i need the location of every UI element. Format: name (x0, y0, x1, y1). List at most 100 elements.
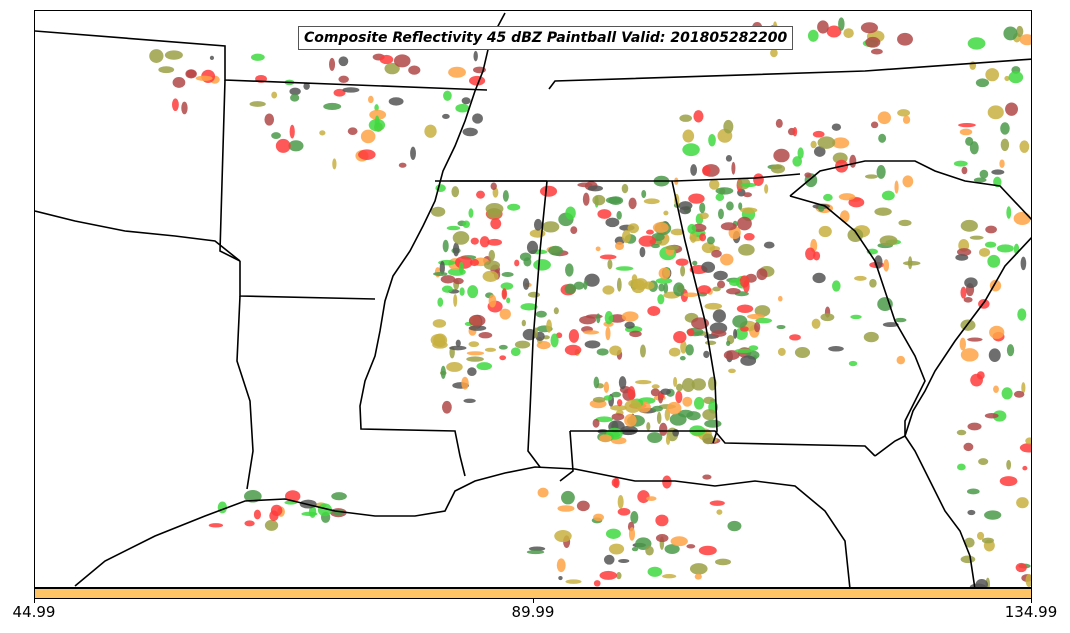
reflectivity-blob (646, 422, 651, 431)
reflectivity-blob (628, 279, 645, 288)
reflectivity-blob (629, 330, 642, 338)
reflectivity-blob (458, 261, 464, 275)
reflectivity-blob (514, 340, 531, 349)
reflectivity-blob (506, 297, 511, 304)
border-fl-panhandle (559, 430, 574, 482)
reflectivity-blob (818, 225, 832, 238)
reflectivity-blob (443, 90, 452, 101)
reflectivity-blob (860, 22, 878, 34)
reflectivity-blob (726, 340, 731, 346)
border-ar-la (239, 261, 376, 300)
florida-east-coast (904, 435, 976, 587)
reflectivity-blob (599, 434, 612, 443)
reflectivity-blob (499, 308, 511, 320)
reflectivity-blob (697, 285, 712, 295)
reflectivity-blob (1016, 497, 1029, 509)
reflectivity-blob (250, 53, 265, 61)
reflectivity-blob (663, 282, 669, 294)
reflectivity-blob (727, 520, 742, 532)
reflectivity-blob (692, 260, 698, 266)
reflectivity-blob (609, 345, 622, 356)
reflectivity-blob (603, 554, 615, 565)
reflectivity-blob (985, 225, 997, 234)
reflectivity-blob (514, 259, 520, 267)
reflectivity-blob (702, 474, 712, 480)
reflectivity-blob (628, 197, 637, 210)
reflectivity-blob (876, 165, 886, 179)
reflectivity-blob (686, 544, 696, 549)
reflectivity-blob (966, 488, 980, 495)
reflectivity-blob (711, 249, 722, 258)
reflectivity-blob (393, 54, 411, 68)
reflectivity-blob (557, 505, 575, 512)
reflectivity-blob (537, 487, 549, 498)
reflectivity-blob (621, 311, 639, 322)
reflectivity-blob (331, 492, 347, 501)
reflectivity-blob (611, 391, 622, 398)
reflectivity-blob (977, 531, 985, 541)
reflectivity-blob (871, 48, 883, 55)
reflectivity-blob (848, 360, 858, 367)
reflectivity-blob (959, 337, 966, 351)
reflectivity-blob (698, 545, 717, 556)
reflectivity-blob (702, 433, 714, 445)
reflectivity-blob (728, 278, 741, 287)
reflectivity-blob (655, 514, 669, 527)
reflectivity-blob (961, 166, 968, 175)
reflectivity-blob (368, 118, 386, 132)
colorbar-tick-label-min: 44.99 (12, 603, 56, 621)
reflectivity-blob (869, 278, 877, 288)
reflectivity-blob (975, 78, 990, 88)
reflectivity-blob (439, 261, 445, 275)
reflectivity-blob (970, 373, 983, 387)
reflectivity-blob (452, 231, 470, 245)
reflectivity-blob (712, 286, 721, 292)
reflectivity-blob (498, 344, 508, 350)
reflectivity-blob (433, 271, 448, 277)
reflectivity-blob (675, 258, 689, 266)
reflectivity-blob (440, 365, 446, 379)
reflectivity-blob (1019, 34, 1031, 46)
reflectivity-blob (446, 362, 463, 372)
reflectivity-blob (1021, 382, 1026, 394)
reflectivity-blob (466, 351, 485, 356)
reflectivity-blob (455, 103, 470, 113)
reflectivity-blob (476, 190, 485, 199)
reflectivity-blob (673, 331, 687, 344)
reflectivity-blob (811, 318, 821, 329)
reflectivity-blob (743, 233, 755, 241)
reflectivity-blob (863, 331, 879, 343)
reflectivity-blob (777, 295, 783, 302)
reflectivity-blob (817, 20, 829, 34)
reflectivity-blob (442, 113, 450, 119)
reflectivity-blob (490, 182, 497, 191)
reflectivity-blob (655, 534, 669, 543)
reflectivity-blob (548, 245, 563, 256)
reflectivity-blob (593, 376, 600, 389)
map-panel: Composite Reflectivity 45 dBZ Paintball … (34, 10, 1032, 588)
reflectivity-blob (453, 277, 464, 285)
reflectivity-blob (832, 137, 850, 149)
atlantic-coast (904, 236, 1031, 437)
reflectivity-blob (638, 235, 657, 247)
reflectivity-blob (379, 54, 394, 65)
reflectivity-blob (467, 367, 477, 377)
reflectivity-blob (1015, 562, 1027, 573)
reflectivity-blob (770, 48, 778, 58)
reflectivity-blob (332, 158, 337, 170)
reflectivity-blob (981, 537, 994, 544)
reflectivity-blob (271, 91, 278, 99)
reflectivity-blob (818, 204, 825, 212)
reflectivity-blob (488, 294, 497, 308)
reflectivity-blob (461, 376, 469, 390)
reflectivity-blob (975, 579, 988, 587)
reflectivity-blob (753, 173, 764, 186)
reflectivity-blob (270, 504, 283, 517)
reflectivity-blob (410, 146, 416, 160)
reflectivity-blob (448, 66, 466, 78)
reflectivity-blob (670, 228, 685, 236)
reflectivity-blob (657, 294, 665, 305)
reflectivity-blob (748, 345, 759, 351)
reflectivity-blob (288, 140, 304, 152)
reflectivity-blob (462, 220, 470, 228)
